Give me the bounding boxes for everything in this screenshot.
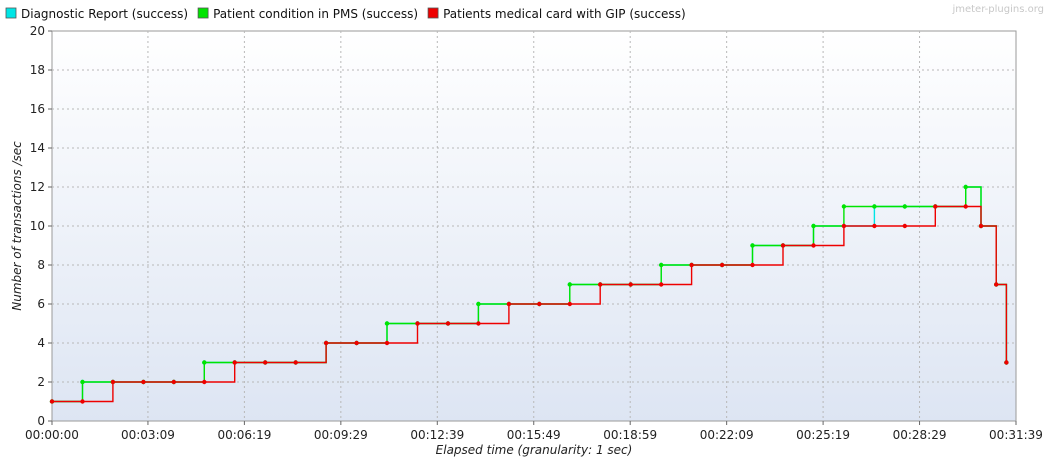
data-point	[994, 282, 999, 287]
data-point	[49, 399, 55, 404]
x-tick-label: 00:12:39	[410, 428, 464, 442]
data-point	[232, 360, 237, 365]
x-tick-label: 00:31:39	[989, 428, 1043, 442]
data-point	[872, 204, 877, 209]
y-tick-label: 12	[30, 180, 45, 194]
legend-item-0: Diagnostic Report (success)	[5, 7, 188, 21]
data-point	[384, 340, 390, 346]
data-point	[811, 223, 816, 229]
legend-label: Patients medical card with GIP (success)	[443, 7, 686, 21]
x-tick-label: 00:03:09	[121, 428, 175, 442]
y-tick-label: 18	[30, 63, 45, 77]
data-point	[171, 379, 176, 385]
legend-item-1: Patient condition in PMS (success)	[197, 7, 418, 21]
data-point	[933, 204, 938, 209]
data-point	[659, 282, 664, 287]
data-point	[963, 184, 968, 190]
y-tick-label: 20	[30, 24, 45, 38]
data-point	[476, 321, 481, 326]
y-tick-label: 0	[37, 414, 45, 428]
legend-item-2: Patients medical card with GIP (success)	[427, 7, 686, 21]
x-tick-label: 00:28:29	[893, 428, 947, 442]
data-point	[323, 340, 329, 346]
data-point	[567, 282, 572, 287]
y-tick-label: 2	[37, 375, 45, 389]
y-tick-label: 16	[30, 102, 45, 116]
x-tick-label: 00:00:00	[25, 428, 79, 442]
data-point	[902, 223, 907, 229]
data-point	[1004, 360, 1009, 365]
legend-swatch	[197, 7, 209, 19]
data-point	[628, 282, 633, 287]
data-point	[689, 262, 694, 268]
data-point	[445, 321, 451, 326]
data-point	[978, 223, 984, 229]
x-tick-label: 00:06:19	[217, 428, 271, 442]
data-point	[141, 379, 146, 385]
watermark: jmeter-plugins.org	[951, 4, 1044, 15]
axes: 0 2 4 6 8 10 12 14 16 18 20 00:00:00 00:03:09 00:06:1…	[25, 24, 1043, 442]
data-point	[110, 379, 116, 385]
series-layer	[49, 184, 1009, 404]
data-point	[841, 204, 847, 209]
y-tick-label: 8	[37, 258, 45, 272]
series-2	[49, 204, 1009, 404]
x-tick-label: 00:15:49	[507, 428, 561, 442]
data-point	[567, 301, 572, 307]
y-tick-label: 6	[37, 297, 45, 311]
data-point	[80, 379, 85, 385]
y-tick-label: 4	[37, 336, 45, 350]
x-tick-label: 00:22:09	[700, 428, 754, 442]
data-point	[476, 301, 481, 307]
data-point	[263, 360, 268, 365]
x-tick-label: 00:09:29	[314, 428, 368, 442]
legend-label: Patient condition in PMS (success)	[213, 7, 418, 21]
data-point	[537, 301, 542, 307]
legend-swatch	[5, 7, 17, 19]
data-point	[80, 399, 85, 404]
data-point	[902, 204, 907, 209]
data-point	[598, 282, 603, 287]
y-tick-label: 10	[30, 219, 45, 233]
data-point	[750, 243, 755, 248]
data-point	[872, 223, 877, 229]
data-point	[841, 223, 847, 229]
data-point	[750, 262, 755, 268]
x-axis-title: Elapsed time (granularity: 1 sec)	[436, 443, 633, 457]
data-point	[415, 321, 420, 326]
legend: Diagnostic Report (success) Patient condi…	[5, 7, 686, 21]
y-axis-title: Number of transactions /sec	[10, 141, 24, 311]
data-point	[719, 262, 725, 268]
data-point	[354, 340, 359, 346]
data-point	[202, 379, 207, 385]
x-tick-label: 00:18:59	[603, 428, 657, 442]
legend-swatch	[427, 7, 439, 19]
x-tick-label: 00:25:19	[796, 428, 850, 442]
data-point	[506, 301, 512, 307]
series-line	[52, 205, 1008, 403]
y-tick-label: 14	[30, 141, 45, 155]
data-point	[780, 243, 786, 248]
data-point	[202, 360, 207, 365]
data-point	[811, 243, 816, 248]
data-point	[293, 360, 298, 365]
legend-label: Diagnostic Report (success)	[21, 7, 188, 21]
data-point	[963, 204, 968, 209]
data-point	[384, 321, 390, 326]
data-point	[659, 262, 664, 268]
